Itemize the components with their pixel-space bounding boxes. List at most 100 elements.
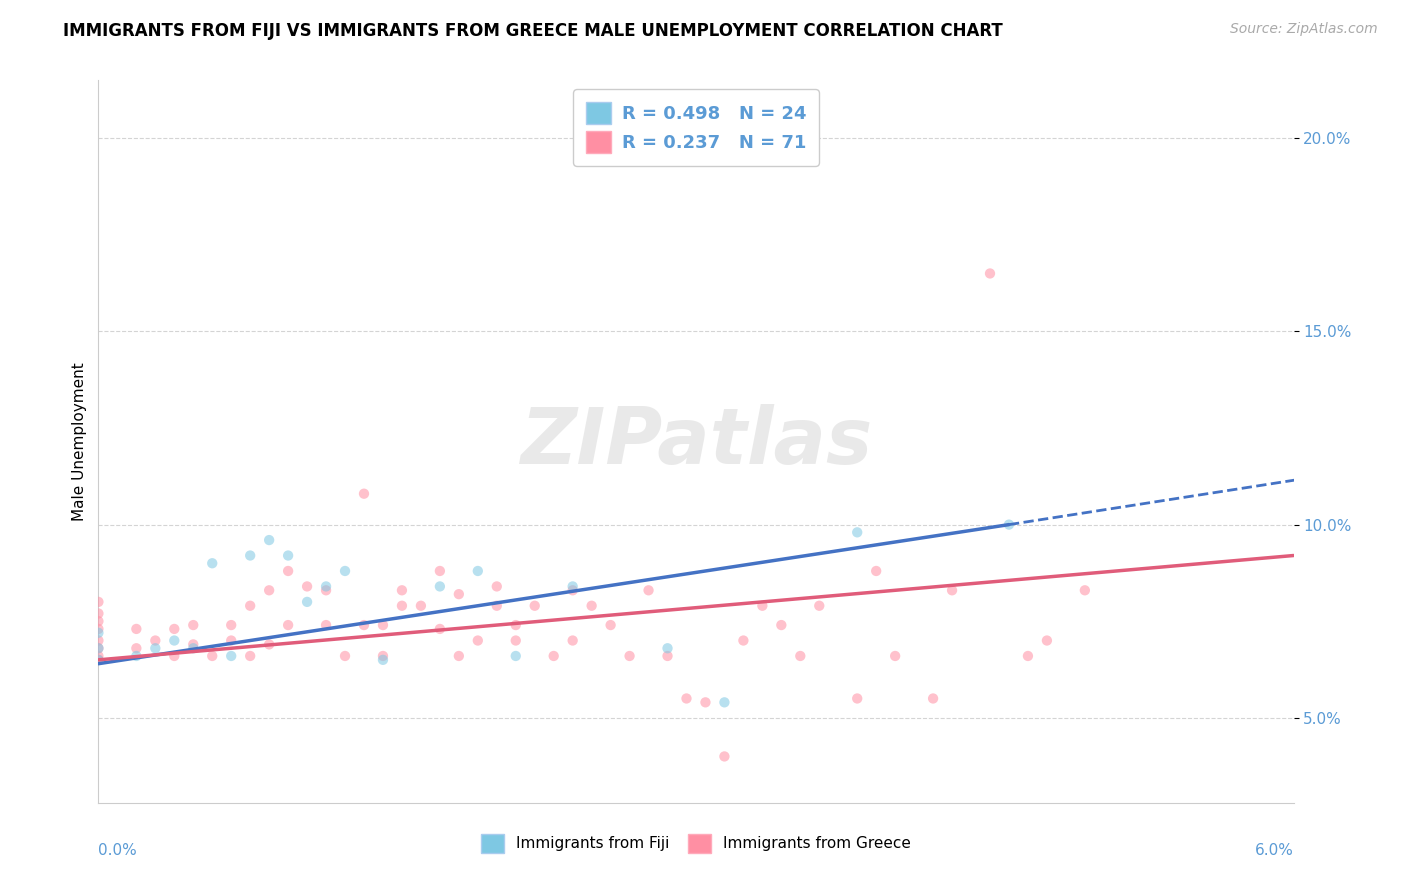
Point (219, 618, 242, 632)
Point (846, 525, 869, 540)
Point (467, 564, 489, 578)
Point (998, 517, 1021, 532)
Point (295, 579, 318, 593)
Point (543, 648, 565, 663)
Point (619, 648, 641, 663)
Text: 6.0%: 6.0% (1254, 843, 1294, 857)
Point (884, 648, 907, 663)
Point (561, 633, 583, 648)
Point (125, 641, 148, 656)
Point (675, 691, 697, 706)
Point (87, 595, 110, 609)
Point (979, 267, 1001, 281)
Point (713, 749, 735, 764)
Point (163, 648, 186, 663)
Point (163, 633, 186, 648)
Point (315, 618, 337, 632)
Text: ZIPatlas: ZIPatlas (520, 403, 872, 480)
Point (257, 637, 280, 651)
Point (391, 583, 413, 598)
Point (239, 648, 262, 663)
Point (87, 625, 110, 640)
Point (637, 583, 659, 598)
Point (561, 583, 583, 598)
Point (733, 633, 755, 648)
Point (485, 599, 508, 613)
Point (257, 583, 280, 598)
Point (371, 648, 394, 663)
Point (87, 653, 110, 667)
Point (353, 618, 375, 632)
Legend: Immigrants from Fiji, Immigrants from Greece: Immigrants from Fiji, Immigrants from Gr… (474, 826, 918, 860)
Point (371, 618, 394, 632)
Point (295, 595, 318, 609)
Point (713, 695, 735, 709)
Point (505, 648, 527, 663)
Point (181, 618, 204, 632)
Point (181, 641, 204, 656)
Text: Source: ZipAtlas.com: Source: ZipAtlas.com (1230, 22, 1378, 37)
Y-axis label: Male Unemployment: Male Unemployment (72, 362, 87, 521)
Point (429, 564, 451, 578)
Point (353, 486, 375, 500)
Point (599, 618, 621, 632)
Point (333, 564, 356, 578)
Point (505, 618, 527, 632)
Point (181, 637, 204, 651)
Point (87, 607, 110, 621)
Point (941, 583, 963, 598)
Point (87, 633, 110, 648)
Point (789, 648, 811, 663)
Point (87, 614, 110, 628)
Point (1074, 583, 1097, 598)
Point (87, 622, 110, 636)
Text: 0.0%: 0.0% (98, 843, 138, 857)
Point (770, 618, 793, 632)
Point (429, 622, 451, 636)
Point (239, 599, 262, 613)
Point (201, 556, 224, 570)
Point (315, 583, 337, 598)
Point (219, 648, 242, 663)
Point (163, 622, 186, 636)
Point (467, 633, 489, 648)
Point (505, 633, 527, 648)
Point (125, 648, 148, 663)
Point (143, 633, 166, 648)
Point (922, 691, 945, 706)
Point (87, 641, 110, 656)
Point (239, 549, 262, 563)
Point (523, 599, 546, 613)
Point (277, 549, 299, 563)
Point (87, 641, 110, 656)
Point (1017, 648, 1039, 663)
Point (219, 633, 242, 648)
Point (429, 579, 451, 593)
Point (447, 648, 470, 663)
Point (1130, 807, 1153, 822)
Point (87, 653, 110, 667)
Point (409, 599, 432, 613)
Text: IMMIGRANTS FROM FIJI VS IMMIGRANTS FROM GREECE MALE UNEMPLOYMENT CORRELATION CHA: IMMIGRANTS FROM FIJI VS IMMIGRANTS FROM … (63, 22, 1002, 40)
Point (447, 587, 470, 601)
Point (371, 653, 394, 667)
Point (657, 648, 679, 663)
Point (695, 695, 717, 709)
Point (657, 641, 679, 656)
Point (808, 599, 831, 613)
Point (277, 564, 299, 578)
Point (865, 564, 887, 578)
Point (846, 691, 869, 706)
Point (333, 648, 356, 663)
Point (277, 618, 299, 632)
Point (315, 579, 337, 593)
Point (581, 599, 603, 613)
Point (751, 599, 773, 613)
Point (391, 599, 413, 613)
Point (485, 579, 508, 593)
Point (201, 648, 224, 663)
Point (257, 533, 280, 547)
Point (561, 579, 583, 593)
Point (1036, 633, 1059, 648)
Point (125, 622, 148, 636)
